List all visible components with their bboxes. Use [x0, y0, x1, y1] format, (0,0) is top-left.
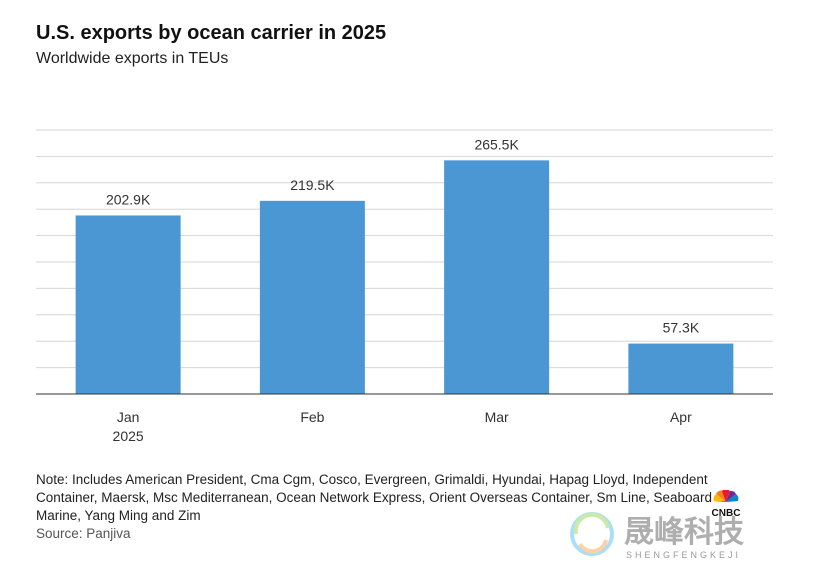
x-tick-label: 2025 [113, 428, 144, 444]
data-label: 57.3K [663, 320, 700, 336]
cnbc-peacock-icon [713, 490, 739, 502]
cnbc-logo-text: CNBC [712, 508, 741, 519]
x-tick-label: Apr [670, 409, 692, 425]
swirl-icon [570, 512, 614, 556]
bar [628, 343, 734, 394]
watermark-brand-en: SHENGFENGKEJI [626, 550, 741, 560]
bar-chart: 202.9K Jan 2025 219.5K Feb 265.5K Mar 57.3K Apr [36, 129, 773, 444]
bar [444, 160, 550, 394]
x-tick-label: Feb [300, 409, 324, 425]
watermark-logo: CNBC 晟峰科技 SHENGFENGKEJI [570, 490, 744, 560]
watermark-brand-cn: 晟峰科技 [624, 515, 744, 550]
bar [75, 215, 181, 394]
footnote: Note: Includes American President, Cma C… [36, 472, 713, 523]
data-label: 202.9K [106, 191, 151, 207]
data-label: 219.5K [290, 177, 335, 193]
data-label: 265.5K [474, 136, 519, 152]
chart-subtitle: Worldwide exports in TEUs [36, 50, 229, 67]
chart-title: U.S. exports by ocean carrier in 2025 [36, 22, 387, 44]
bar [259, 200, 365, 394]
source-line: Source: Panjiva [36, 526, 131, 541]
x-tick-label: Jan [117, 409, 140, 425]
x-tick-label: Mar [485, 409, 509, 425]
